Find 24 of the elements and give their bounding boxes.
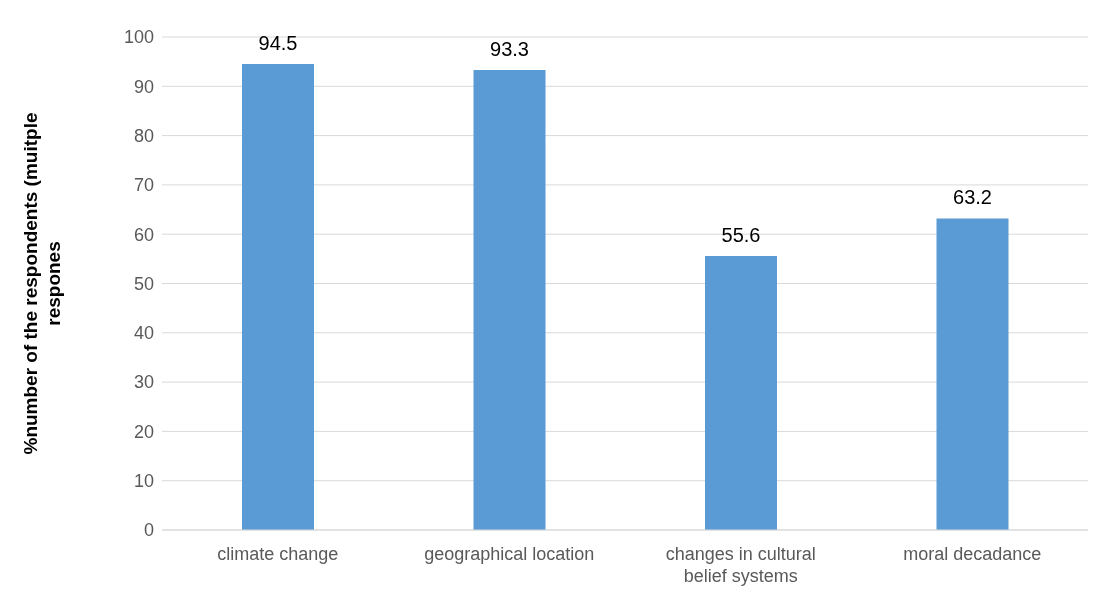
y-tick-label: 90 [133,76,154,97]
y-tick-label: 60 [133,224,154,245]
bar [705,255,777,530]
y-tick-label: 10 [133,471,154,492]
data-label: 94.5 [258,32,298,55]
y-tick-label: 40 [133,323,154,344]
y-tick-label: 50 [133,273,154,294]
data-label: 63.2 [953,186,992,209]
bar [242,64,314,530]
y-tick-label: 100 [123,27,154,48]
x-tick-label: geographical location [424,544,595,564]
x-tick-label: climate change [217,544,339,564]
y-axis-title: %number of the respondents (muitple respones [20,112,64,455]
y-tick-label: 30 [133,372,154,393]
bar [936,218,1009,530]
y-tick-label: 0 [143,520,154,541]
y-tick-label: 70 [133,175,154,196]
x-tick-label: moral decadance [903,544,1042,564]
bar [473,70,546,530]
data-label: 55.6 [721,223,761,246]
y-tick-label: 20 [133,421,154,442]
data-label: 93.3 [490,38,529,61]
x-tick-label: changes in cultural belief systems [665,544,816,586]
y-tick-label: 80 [133,125,154,146]
